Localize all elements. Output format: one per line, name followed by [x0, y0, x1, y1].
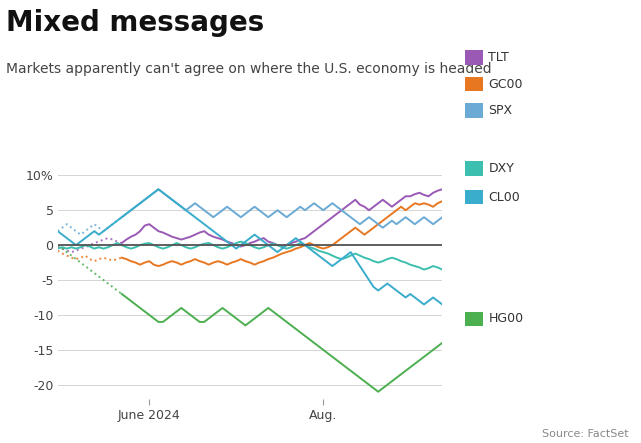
Text: HG00: HG00	[488, 312, 524, 326]
Text: DXY: DXY	[488, 162, 514, 175]
Text: CL00: CL00	[488, 190, 520, 204]
Text: SPX: SPX	[488, 104, 513, 117]
Text: Source: FactSet: Source: FactSet	[542, 428, 628, 439]
Text: Mixed messages: Mixed messages	[6, 9, 265, 37]
Text: GC00: GC00	[488, 78, 523, 91]
Text: TLT: TLT	[488, 51, 509, 64]
Text: Markets apparently can't agree on where the U.S. economy is headed: Markets apparently can't agree on where …	[6, 62, 492, 76]
